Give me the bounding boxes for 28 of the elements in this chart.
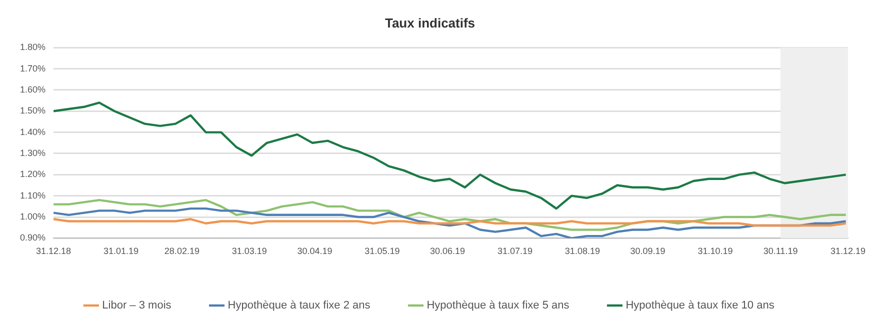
x-tick-label: 31.10.19 xyxy=(698,246,733,256)
x-tick-label: 31.12.19 xyxy=(830,246,866,256)
x-tick-label: 31.12.18 xyxy=(36,246,72,256)
y-tick-label: 0.90% xyxy=(20,232,46,243)
y-tick-label: 1.50% xyxy=(20,106,46,116)
legend-label: Hypothèque à taux fixe 5 ans xyxy=(426,300,570,312)
x-tick-label: 30.04.19 xyxy=(297,246,332,256)
x-tick-label: 31.05.19 xyxy=(364,246,400,256)
x-tick-label: 30.06.19 xyxy=(430,246,466,256)
x-tick-label: 30.11.19 xyxy=(763,246,798,256)
legend-label: Libor – 3 mois xyxy=(102,300,172,312)
y-tick-label: 1.30% xyxy=(20,148,46,158)
x-tick-label: 31.07.19 xyxy=(497,246,532,256)
legend-label: Hypothèque à taux fixe 10 ans xyxy=(626,300,775,312)
x-tick-label: 30.09.19 xyxy=(630,246,666,256)
y-tick-label: 1.80% xyxy=(20,42,46,52)
y-tick-label: 1.20% xyxy=(20,169,46,180)
y-tick-label: 1.40% xyxy=(20,126,46,137)
x-tick-label: 31.01.19 xyxy=(103,246,139,256)
y-tick-label: 1.60% xyxy=(20,84,46,94)
x-tick-label: 31.08.19 xyxy=(564,246,600,256)
y-tick-label: 1.70% xyxy=(20,63,46,74)
y-tick-label: 1.10% xyxy=(20,190,46,200)
legend-label: Hypothèque à taux fixe 2 ans xyxy=(228,300,371,312)
x-tick-label: 28.02.19 xyxy=(164,246,200,256)
y-tick-label: 1.00% xyxy=(20,212,46,222)
x-tick-label: 31.03.19 xyxy=(232,246,267,256)
chart-title: Taux indicatifs xyxy=(384,15,476,30)
